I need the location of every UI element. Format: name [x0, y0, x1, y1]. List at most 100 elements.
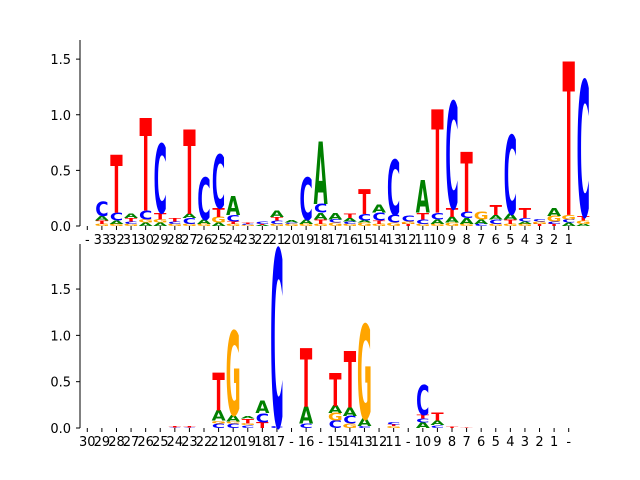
logo-letter-T: T [169, 218, 181, 223]
x-tick-label: 16 [342, 233, 359, 248]
logo-letter-A: A [299, 218, 314, 225]
logo-letter-C: C [416, 379, 429, 425]
logo-letter-T: T [242, 222, 255, 224]
x-tick-label: 4 [521, 233, 529, 248]
logo-letter-C: C [533, 219, 546, 223]
logo-letter-A: A [270, 209, 285, 219]
logo-letter-C: C [241, 224, 254, 226]
logo-letter-A: A [576, 223, 590, 227]
logo-letter-A: A [212, 222, 227, 227]
logo-letter-G: G [328, 222, 343, 227]
logo-letter-T: T [183, 106, 195, 242]
logo-letter-T: T [139, 94, 151, 241]
logo-letter-G: G [226, 421, 241, 424]
logo-letter-C: C [212, 141, 225, 226]
logo-letter-A: A [416, 421, 430, 430]
logo-letter-T: T [271, 217, 283, 222]
logo-letter-A: A [241, 416, 256, 420]
x-tick-label: 7 [462, 435, 470, 450]
logo-letter-G: G [342, 422, 357, 429]
y-tick-label: 0.0 [50, 220, 71, 235]
logo-letter-G: G [240, 423, 255, 426]
logo-letter-T: T [344, 337, 357, 426]
logo-letter-C: C [402, 215, 415, 224]
logo-letter-C: C [343, 414, 356, 426]
logo-letter-C: C [183, 217, 196, 226]
logo-letter-T: T [242, 418, 255, 425]
logo-letter-G: G [284, 223, 299, 227]
logo-letter-G: G [401, 221, 416, 225]
logo-letter-A: A [226, 414, 240, 424]
x-tick-label: 25 [152, 435, 169, 450]
x-tick-label: 17 [327, 233, 344, 248]
logo-letter-C: C [547, 221, 560, 225]
logo-letter-A: A [460, 217, 474, 226]
logo-letter-C: C [95, 198, 108, 221]
logo-letter-C: C [329, 419, 342, 431]
logo-letter-C: C [489, 218, 502, 225]
logo-letter-A: A [212, 408, 227, 424]
x-tick-label: 17 [269, 435, 286, 450]
logo-letter-A: A [95, 215, 110, 222]
logo-letter-C: C [154, 127, 167, 237]
x-tick-label: 11 [385, 435, 402, 450]
logo-letter-A: A [299, 402, 313, 429]
x-tick-label: 8 [462, 233, 470, 248]
logo-letter-C: C [241, 425, 254, 429]
x-tick-label: 11 [415, 233, 432, 248]
logo-letter-T: T [256, 224, 269, 226]
logo-letter-G: G [211, 420, 226, 424]
x-tick-label: 10 [415, 435, 432, 450]
logo-letter-C: C [475, 223, 488, 227]
logo-letter-G: G [182, 223, 197, 227]
logo-letter-T: T [519, 205, 531, 221]
x-tick-label: 12 [400, 233, 417, 248]
logo-letter-C: C [329, 219, 342, 224]
x-tick-label: 24 [225, 233, 242, 248]
x-tick-label: 9 [448, 233, 456, 248]
x-tick-label: 20 [283, 233, 300, 248]
logo-letter-G: G [357, 222, 372, 227]
x-tick-label: 29 [152, 233, 169, 248]
logo-letter-A: A [474, 218, 489, 225]
logo-letter-A: A [518, 221, 532, 225]
logo-letter-C: C [431, 425, 444, 429]
logo-letter-A: A [547, 206, 562, 219]
logo-letter-T: T [417, 415, 429, 421]
x-tick-label: 4 [506, 435, 514, 450]
logo-letter-A: A [314, 212, 329, 222]
x-tick-label: 1 [565, 233, 573, 248]
x-tick-label: 6 [477, 435, 485, 450]
logo-letter-A: A [372, 203, 387, 216]
x-tick-label: 31 [123, 233, 140, 248]
logo-letter-T: T [300, 332, 313, 426]
logo-letter-A: A [357, 220, 371, 224]
x-tick-label: 23 [181, 435, 198, 450]
x-tick-label: 29 [94, 435, 111, 450]
logo-letter-C: C [168, 221, 181, 225]
logo-letter-T: T [154, 212, 167, 222]
logo-letter-A: A [255, 225, 269, 227]
logo-letter-C: C [343, 221, 356, 225]
logo-letter-C: C [299, 167, 312, 234]
logo-letter-C: C [416, 418, 429, 424]
y-tick-label: 1.0 [50, 329, 71, 344]
logo-letter-T: T [460, 427, 473, 428]
x-tick-label: - [566, 435, 571, 450]
logo-letter-A: A [314, 125, 328, 225]
logo-letter-G: G [313, 223, 328, 227]
x-tick-label: 19 [239, 435, 256, 450]
logo-letter-T: T [329, 365, 342, 418]
logo-letter-C: C [358, 213, 371, 223]
logo-letter-T: T [315, 218, 328, 225]
logo-letter-C: C [227, 214, 240, 224]
logo-letter-G: G [197, 223, 212, 227]
logo-letter-C: C [577, 44, 590, 261]
logo-letter-A: A [562, 222, 577, 227]
logo-letter-G: G [459, 223, 474, 227]
logo-letter-C: C [110, 210, 123, 223]
logo-letter-G: G [342, 223, 357, 227]
x-tick-label: 18 [312, 233, 329, 248]
logo-letter-T: T [431, 81, 443, 247]
